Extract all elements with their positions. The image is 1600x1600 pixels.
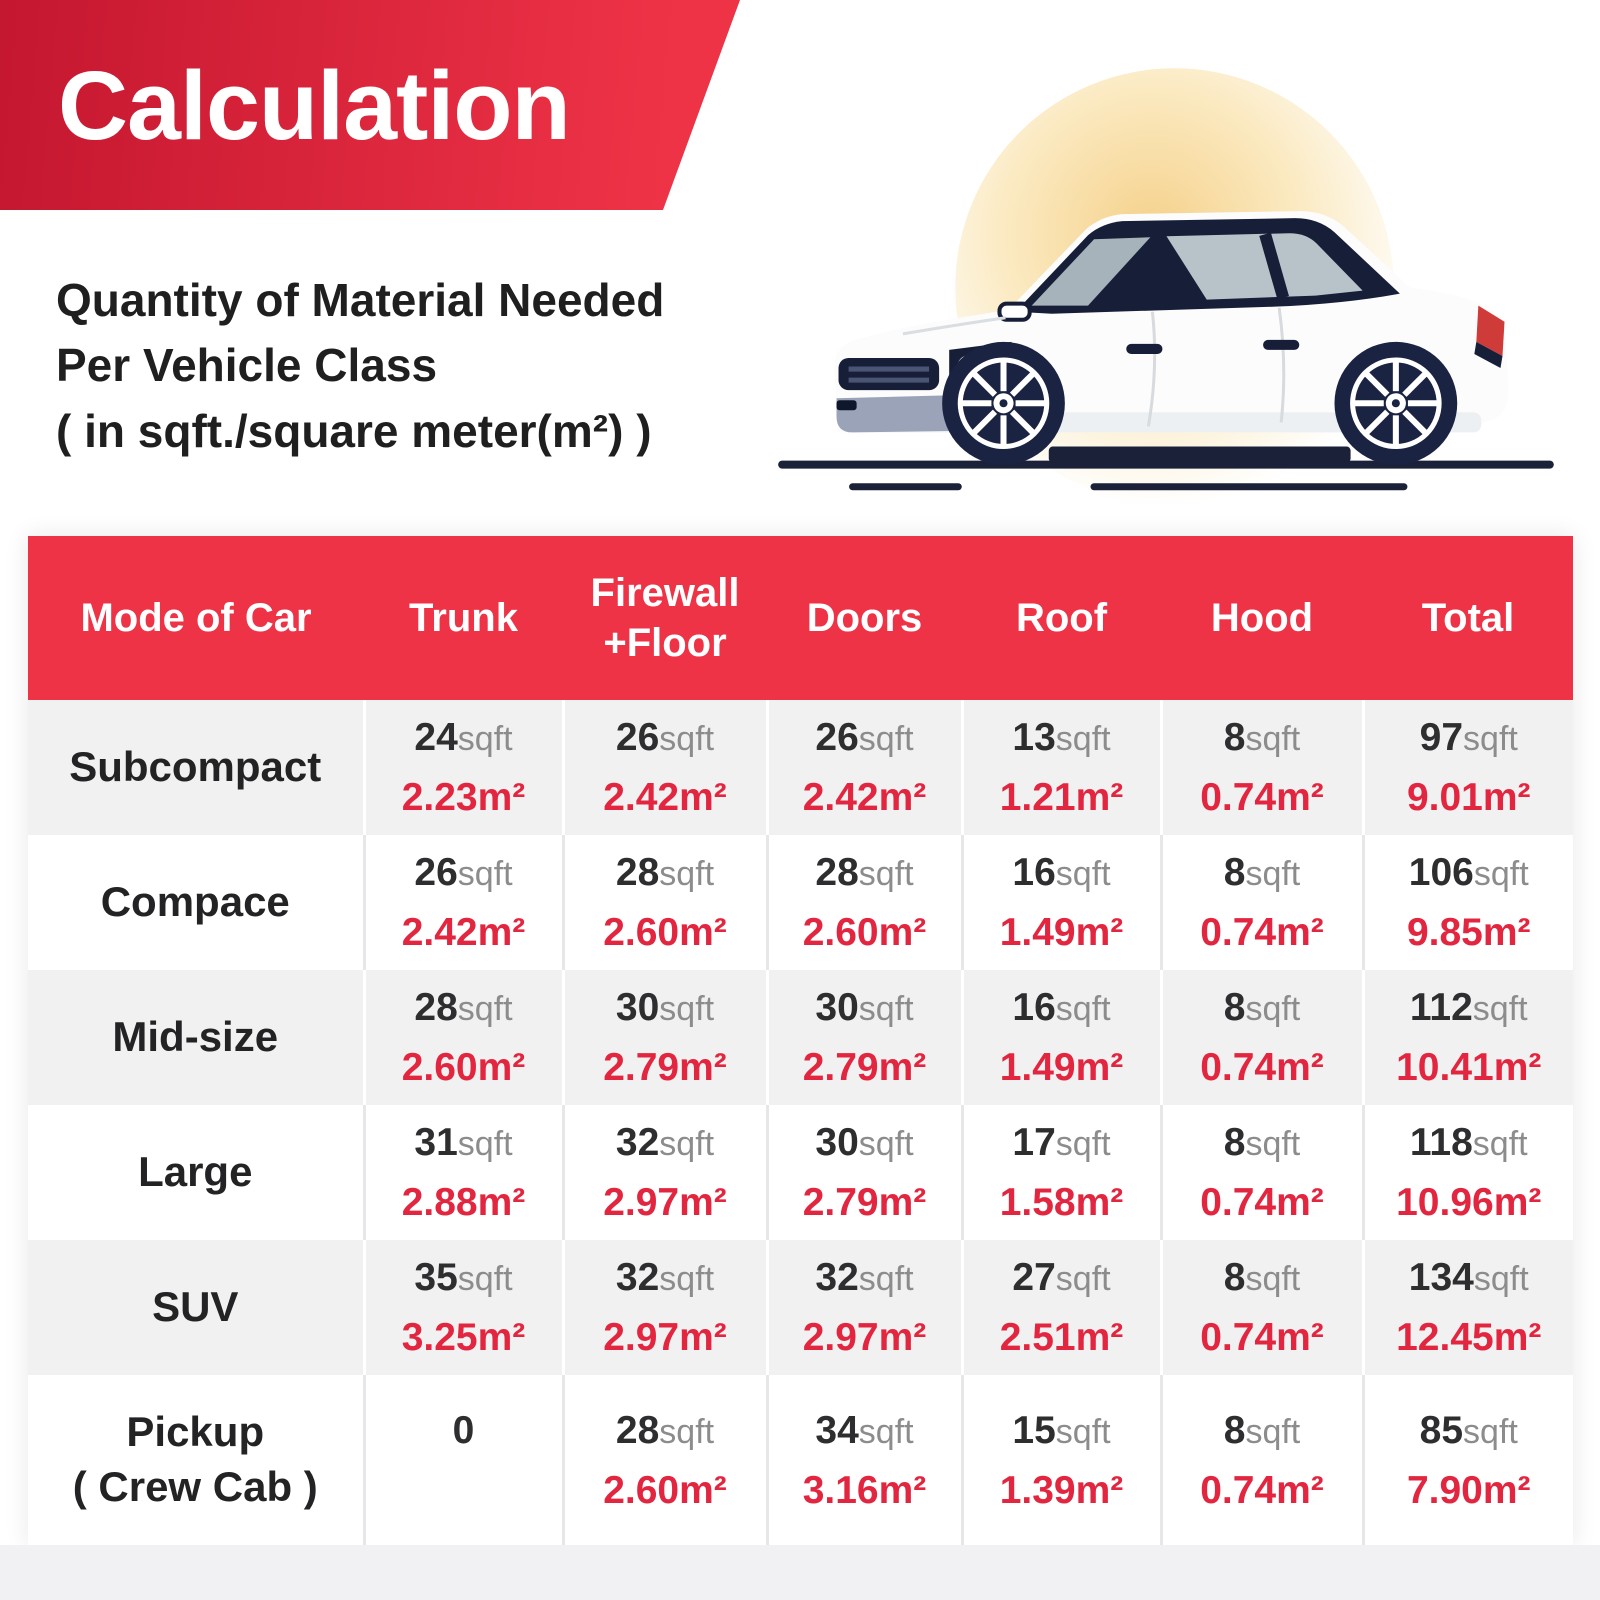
value-cell: 134sqft 12.45m² [1361, 1240, 1573, 1375]
column-header-firewall-floor: Firewall +Floor [563, 536, 767, 700]
row-label: Pickup ( Crew Cab ) [72, 1408, 318, 1510]
table-row-large: Large 31sqft 2.88m² 32sqft 2.97m² 30sqft 2.… [28, 1105, 1573, 1240]
header-banner: Calculation [0, 0, 740, 210]
value-cell: 118sqft 10.96m² [1361, 1105, 1573, 1240]
column-header-total: Total [1363, 536, 1573, 700]
value-cell: 112sqft 10.41m² [1361, 970, 1573, 1105]
row-label: SUV [152, 1283, 239, 1331]
value-cell: 13sqft 1.21m² [960, 700, 1161, 835]
side-mirror [997, 301, 1032, 322]
value-cell: 30sqft 2.79m² [765, 970, 962, 1105]
value-cell: 8sqft 0.74m² [1159, 1105, 1363, 1240]
value-cell: 97sqft 9.01m² [1361, 700, 1573, 835]
value-cell: 28sqft 2.60m² [362, 970, 563, 1105]
value-cell: 34sqft 3.16m² [765, 1375, 962, 1545]
rear-wheel [1334, 341, 1458, 465]
value-cell: 106sqft 9.85m² [1361, 835, 1573, 970]
column-header-trunk: Trunk [364, 536, 563, 700]
value-cell: 26sqft 2.42m² [765, 700, 962, 835]
value-cell: 8sqft 0.74m² [1159, 835, 1363, 970]
table-row-pickup-crew-cab: Pickup ( Crew Cab ) 0 28sqft 2.60m² 34sqf… [28, 1375, 1573, 1545]
car-illustration [752, 55, 1587, 500]
value-cell: 16sqft 1.49m² [960, 835, 1161, 970]
value-cell: 30sqft 2.79m² [765, 1105, 962, 1240]
column-header-doors: Doors [767, 536, 962, 700]
value-cell: 32sqft 2.97m² [561, 1105, 767, 1240]
value-cell: 0 [362, 1375, 563, 1545]
table-row-suv: SUV 35sqft 3.25m² 32sqft 2.97m² 32sqft 2.97… [28, 1240, 1573, 1375]
row-label: Mid-size [112, 1013, 279, 1061]
value-cell: 8sqft 0.74m² [1159, 970, 1363, 1105]
materials-table-container: Mode of Car Trunk Firewall +Floor Doors … [28, 536, 1573, 1545]
table-row-subcompact: Subcompact 24sqft 2.23m² 26sqft 2.42m² 26s… [28, 700, 1573, 835]
row-label: Compace [100, 878, 290, 926]
value-cell: 16sqft 1.49m² [960, 970, 1161, 1105]
value-cell: 15sqft 1.39m² [960, 1375, 1161, 1545]
value-cell: 32sqft 2.97m² [765, 1240, 962, 1375]
value-cell: 30sqft 2.79m² [561, 970, 767, 1105]
value-cell: 31sqft 2.88m² [362, 1105, 563, 1240]
value-cell: 28sqft 2.60m² [561, 835, 767, 970]
value-cell: 24sqft 2.23m² [362, 700, 563, 835]
front-wheel [942, 341, 1065, 465]
column-header-roof: Roof [962, 536, 1161, 700]
value-cell: 35sqft 3.25m² [362, 1240, 563, 1375]
subtitle-line-3: ( in sqft./square meter(m²) ) [56, 404, 652, 457]
footer-strip [0, 1545, 1600, 1600]
value-cell: 8sqft 0.74m² [1159, 700, 1363, 835]
materials-table: Mode of Car Trunk Firewall +Floor Doors … [28, 536, 1573, 1545]
column-header-mode-of-car: Mode of Car [28, 536, 364, 700]
value-cell: 28sqft 2.60m² [765, 835, 962, 970]
value-cell: 8sqft 0.74m² [1159, 1240, 1363, 1375]
value-cell: 27sqft 2.51m² [960, 1240, 1161, 1375]
value-cell: 32sqft 2.97m² [561, 1240, 767, 1375]
value-cell: 26sqft 2.42m² [362, 835, 563, 970]
subtitle-line-1: Quantity of Material Needed [56, 274, 665, 326]
subtitle: Quantity of Material Needed Per Vehicle … [56, 268, 664, 464]
page-title: Calculation [58, 50, 570, 160]
value-cell: 85sqft 7.90m² [1361, 1375, 1573, 1545]
table-row-mid-size: Mid-size 28sqft 2.60m² 30sqft 2.79m² 30sqf… [28, 970, 1573, 1105]
value-cell: 26sqft 2.42m² [561, 700, 767, 835]
door-handle [1126, 343, 1163, 354]
front-grille [838, 357, 940, 391]
value-cell: 8sqft 0.74m² [1159, 1375, 1363, 1545]
table-row-compace: Compace 26sqft 2.42m² 28sqft 2.60m² 28sqft… [28, 835, 1573, 970]
row-label: Subcompact [69, 743, 322, 791]
subtitle-line-2: Per Vehicle Class [56, 339, 438, 392]
value-cell: 28sqft 2.60m² [561, 1375, 767, 1545]
value-cell: 17sqft 1.58m² [960, 1105, 1161, 1240]
door-handle [1263, 339, 1300, 350]
column-header-hood: Hood [1161, 536, 1363, 700]
table-header-row: Mode of Car Trunk Firewall +Floor Doors … [28, 536, 1573, 700]
row-label: Large [138, 1148, 253, 1196]
taillight [1474, 305, 1505, 369]
